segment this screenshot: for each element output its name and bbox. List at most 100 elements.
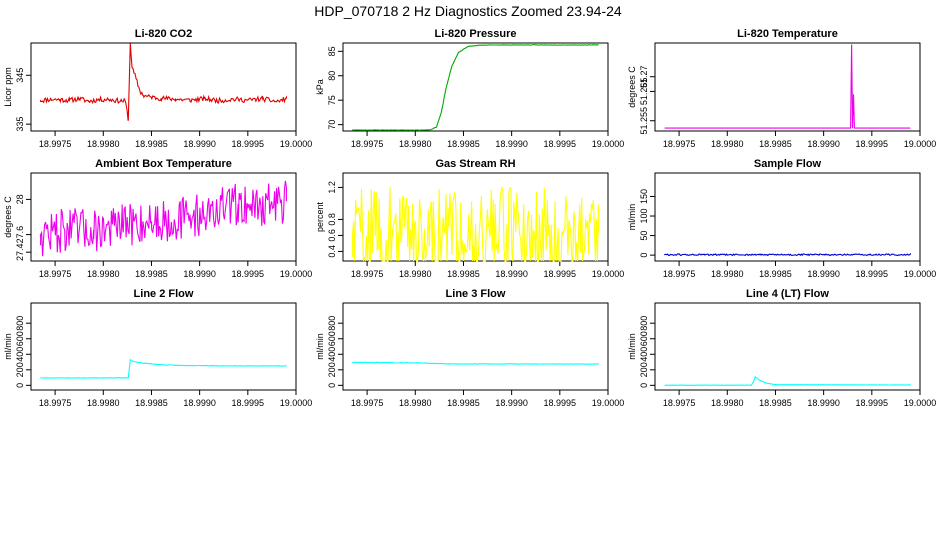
- x-tick-label: 18.9975: [351, 139, 384, 149]
- y-axis-label: degrees C: [627, 66, 637, 108]
- series-line: [352, 361, 599, 365]
- y-tick-label: 600: [15, 331, 25, 346]
- y-tick-label: 0.4: [327, 245, 337, 258]
- y-tick-label: 200: [327, 362, 337, 377]
- plot-frame: [30, 42, 297, 132]
- plot-frame: [342, 42, 609, 132]
- series-line: [40, 180, 287, 257]
- x-tick-label: 18.9990: [495, 398, 528, 408]
- x-tick-label: 18.9990: [807, 139, 840, 149]
- panel-title: Li-820 CO2: [135, 28, 192, 40]
- y-tick-label: 27.6: [15, 226, 25, 244]
- x-tick-label: 18.9995: [232, 139, 265, 149]
- chart-panel-1: Li-820 CO2 18.9975 18.9980 18.9985 18.9990 18…: [3, 28, 312, 149]
- x-tick-label: 19.0000: [592, 269, 625, 279]
- x-tick-label: 19.0000: [592, 398, 625, 408]
- y-tick-label: 400: [327, 347, 337, 362]
- plot-frame: [342, 172, 609, 262]
- series-line: [352, 44, 599, 131]
- series-line: [664, 375, 911, 386]
- x-tick-label: 18.9990: [807, 269, 840, 279]
- y-tick-label: 1.2: [327, 181, 337, 194]
- y-tick-label: 28: [15, 194, 25, 204]
- x-tick-label: 19.0000: [904, 139, 936, 149]
- x-tick-label: 18.9980: [87, 398, 120, 408]
- plot-frame: [30, 172, 297, 262]
- y-tick-label: 800: [15, 316, 25, 331]
- y-axis-label: degrees C: [3, 196, 13, 238]
- x-tick-label: 18.9990: [807, 398, 840, 408]
- x-tick-label: 18.9995: [232, 398, 265, 408]
- y-tick-label: 80: [327, 71, 337, 81]
- plot-frame: [654, 42, 921, 132]
- x-tick-label: 18.9980: [711, 398, 744, 408]
- y-tick-label: 800: [639, 316, 649, 331]
- x-tick-label: 18.9985: [447, 139, 480, 149]
- x-tick-label: 18.9980: [399, 398, 432, 408]
- x-tick-label: 18.9990: [183, 269, 216, 279]
- chart-panel-9: Line 4 (LT) Flow 18.9975 18.9980 18.9985 18.…: [627, 288, 936, 408]
- x-tick-label: 19.0000: [280, 398, 313, 408]
- y-tick-label: 345: [15, 68, 25, 83]
- x-tick-label: 18.9975: [351, 398, 384, 408]
- x-tick-label: 18.9975: [663, 139, 696, 149]
- plot-frame: [654, 172, 921, 262]
- y-tick-label: 0: [327, 383, 337, 388]
- y-tick-label: 335: [15, 117, 25, 132]
- x-tick-label: 18.9985: [759, 269, 792, 279]
- x-tick-label: 18.9975: [351, 269, 384, 279]
- y-tick-label: 400: [639, 347, 649, 362]
- x-tick-label: 18.9980: [87, 269, 120, 279]
- chart-panel-3: Li-820 Temperature 18.9975 18.9980 18.9985 1…: [627, 28, 936, 149]
- y-tick-label: 50: [639, 231, 649, 241]
- panel-title: Line 4 (LT) Flow: [746, 288, 829, 300]
- y-tick-label: 27.4: [15, 243, 25, 261]
- x-tick-label: 18.9975: [663, 269, 696, 279]
- y-tick-label: 0: [15, 383, 25, 388]
- y-tick-label: 0.8: [327, 213, 337, 226]
- x-tick-label: 19.0000: [592, 139, 625, 149]
- y-tick-label: 200: [639, 362, 649, 377]
- y-tick-label: 51.255: [639, 107, 649, 135]
- y-tick-label: 600: [327, 331, 337, 346]
- x-tick-label: 18.9985: [447, 398, 480, 408]
- chart-panel-4: Ambient Box Temperature 18.9975 18.9980 18.…: [3, 158, 312, 279]
- y-tick-label: 51.27: [639, 65, 649, 88]
- x-tick-label: 18.9975: [39, 139, 72, 149]
- y-axis-label: ml/min: [315, 333, 325, 360]
- x-tick-label: 18.9975: [39, 398, 72, 408]
- x-tick-label: 18.9990: [495, 269, 528, 279]
- chart-panel-8: Line 3 Flow 18.9975 18.9980 18.9985 18.9990 1…: [315, 288, 624, 408]
- plot-frame: [654, 302, 921, 391]
- y-axis-label: ml/min: [627, 333, 637, 360]
- x-tick-label: 18.9980: [87, 139, 120, 149]
- plot-frame: [30, 302, 297, 391]
- x-tick-label: 19.0000: [904, 398, 936, 408]
- x-tick-label: 18.9980: [711, 269, 744, 279]
- series-line: [664, 44, 911, 129]
- x-tick-label: 18.9985: [135, 398, 168, 408]
- panel-title: Li-820 Temperature: [737, 28, 838, 40]
- y-tick-label: 200: [15, 362, 25, 377]
- x-tick-label: 18.9985: [759, 139, 792, 149]
- x-tick-label: 18.9985: [135, 269, 168, 279]
- y-axis-label: ml/min: [627, 204, 637, 231]
- chart-panel-7: Line 2 Flow 18.9975 18.9980 18.9985 18.9990 1…: [3, 288, 312, 408]
- x-tick-label: 18.9990: [495, 139, 528, 149]
- series-line: [664, 252, 911, 257]
- x-tick-label: 18.9985: [447, 269, 480, 279]
- x-tick-label: 18.9980: [399, 139, 432, 149]
- y-tick-label: 51.265: [639, 78, 649, 106]
- x-tick-label: 18.9995: [544, 139, 577, 149]
- y-tick-label: 85: [327, 46, 337, 56]
- y-axis-label: ml/min: [3, 333, 13, 360]
- x-tick-label: 18.9980: [399, 269, 432, 279]
- x-tick-label: 18.9975: [663, 398, 696, 408]
- x-tick-label: 18.9995: [856, 269, 889, 279]
- x-tick-label: 18.9990: [183, 398, 216, 408]
- chart-panel-5: Gas Stream RH 18.9975 18.9980 18.9985 18.999…: [315, 158, 624, 279]
- x-tick-label: 18.9990: [183, 139, 216, 149]
- x-tick-label: 18.9995: [232, 269, 265, 279]
- x-tick-label: 18.9975: [39, 269, 72, 279]
